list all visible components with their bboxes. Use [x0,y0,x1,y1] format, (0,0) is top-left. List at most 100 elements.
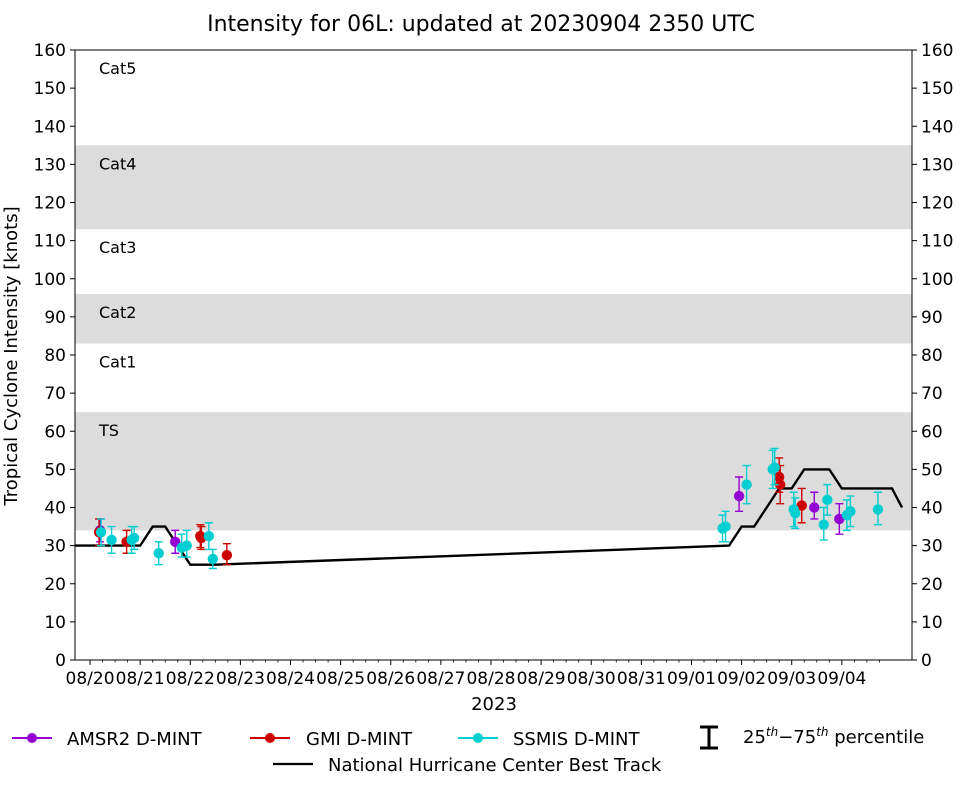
data-point [207,553,219,565]
data-point [181,540,192,551]
data-point [221,549,233,561]
x-tick-label: 08/26 [366,669,415,689]
x-tick-label: 08/22 [166,669,215,689]
y-tick-label-left: 70 [44,384,66,404]
band-ts [75,412,912,531]
band-cat2 [75,294,912,344]
category-label-cat2: Cat2 [99,303,136,322]
y-tick-label-left: 120 [34,194,66,214]
data-point [203,530,215,542]
x-tick-label: 09/02 [717,669,766,689]
y-tick-label-right: 20 [921,575,943,595]
x-tick-label: 09/01 [667,669,716,689]
data-point [773,471,785,483]
legend-best-track-label: National Hurricane Center Best Track [328,755,662,776]
data-point [769,462,780,473]
legend-amsr2: AMSR2 D-MINT [12,729,203,750]
category-labels: Cat5 Cat4 Cat3 Cat2 Cat1 TS [98,59,136,440]
y-tick-label-left: 130 [34,155,66,175]
best-track-line [75,468,904,566]
data-point [796,500,807,511]
y-tick-label-right: 50 [921,460,943,480]
legend-best-track: National Hurricane Center Best Track [273,755,662,776]
y-tick-label-left: 10 [44,613,66,633]
category-label-ts: TS [98,421,119,440]
y-tick-label-right: 40 [921,499,943,519]
chart-title: Intensity for 06L: updated at 20230904 2… [207,12,755,37]
x-tick-label: 08/27 [416,669,465,689]
legend-ssmis: SSMIS D-MINT [458,729,640,750]
category-label-cat3: Cat3 [99,238,136,257]
y-tick-label-right: 160 [921,41,953,61]
data-point [128,532,140,544]
data-point [790,508,801,519]
y-tick-label-left: 60 [44,422,66,442]
x-axis-label: 2023 [471,694,517,715]
data-point [741,479,752,490]
x-axis: 08/20 08/21 08/22 08/23 08/24 08/25 08/26 08/27… [66,660,880,689]
plot-frame [74,49,913,661]
category-label-cat4: Cat4 [99,154,136,173]
x-tick-label: 09/04 [817,669,866,689]
data-point [106,534,117,546]
y-tick-label-left: 150 [34,79,66,99]
x-tick-label: 09/03 [767,669,816,689]
y-tick-label-left: 100 [34,270,66,290]
y-tick-label-right: 130 [921,155,953,175]
y-tick-label-left: 40 [44,499,66,519]
x-tick-label: 08/20 [66,669,115,689]
best-track-polyline [75,468,904,566]
y-tick-label-right: 90 [921,308,943,328]
legend-ssmis-label: SSMIS D-MINT [513,729,640,750]
y-tick-label-right: 150 [921,79,953,99]
data-point [720,521,731,532]
y-tick-label-right: 10 [921,613,943,633]
data-point [153,548,164,559]
legend-percentile: 25th−75th percentile [700,725,924,750]
category-bands [75,145,912,531]
y-tick-label-right: 120 [921,194,953,214]
y-tick-label-left: 140 [34,117,66,137]
x-tick-label: 08/21 [116,669,165,689]
data-point [872,504,884,515]
y-axis-left: 0 10 20 30 40 50 60 70 80 90 100 110 120 130 140 150 160 [34,41,75,671]
legend-percentile-label: 25th−75th percentile [743,725,924,748]
y-tick-label-left: 0 [55,651,66,671]
y-tick-label-right: 140 [921,117,953,137]
y-tick-label-right: 0 [921,651,932,671]
y-tick-label-right: 30 [921,537,943,557]
y-tick-label-left: 80 [44,346,66,366]
x-tick-label: 08/24 [266,669,315,689]
y-tick-label-left: 90 [44,308,66,328]
data-point [95,527,107,538]
data-point [809,502,820,513]
legend-gmi: GMI D-MINT [250,729,413,750]
errorbar-icon [700,725,718,750]
legend-gmi-label: GMI D-MINT [306,729,413,750]
band-cat4 [75,145,912,230]
data-points [93,447,884,570]
data-point [845,506,856,517]
data-point [822,494,833,506]
x-tick-label: 08/29 [517,669,566,689]
x-tick-label: 08/31 [617,669,666,689]
y-tick-label-right: 110 [921,232,953,252]
y-tick-label-left: 50 [44,460,66,480]
legend: AMSR2 D-MINT GMI D-MINT SSMIS D-MINT 25t… [12,725,924,776]
y-axis-right: 0 10 20 30 40 50 60 70 80 90 100 110 120 130 140 150 160 [912,41,953,671]
data-point [733,490,745,502]
data-point [818,519,829,530]
x-tick-label: 08/28 [466,669,515,689]
y-tick-label-right: 60 [921,422,943,442]
y-axis-label: Tropical Cyclone Intensity [knots] [1,206,22,506]
data-point [774,479,786,490]
x-tick-label: 08/25 [316,669,365,689]
y-tick-label-right: 100 [921,270,953,290]
series-ssmis [95,447,884,570]
x-tick-label: 08/30 [567,669,616,689]
y-tick-label-right: 70 [921,384,943,404]
y-tick-label-left: 20 [44,575,66,595]
y-tick-label-left: 160 [34,41,66,61]
x-tick-label: 08/23 [216,669,265,689]
